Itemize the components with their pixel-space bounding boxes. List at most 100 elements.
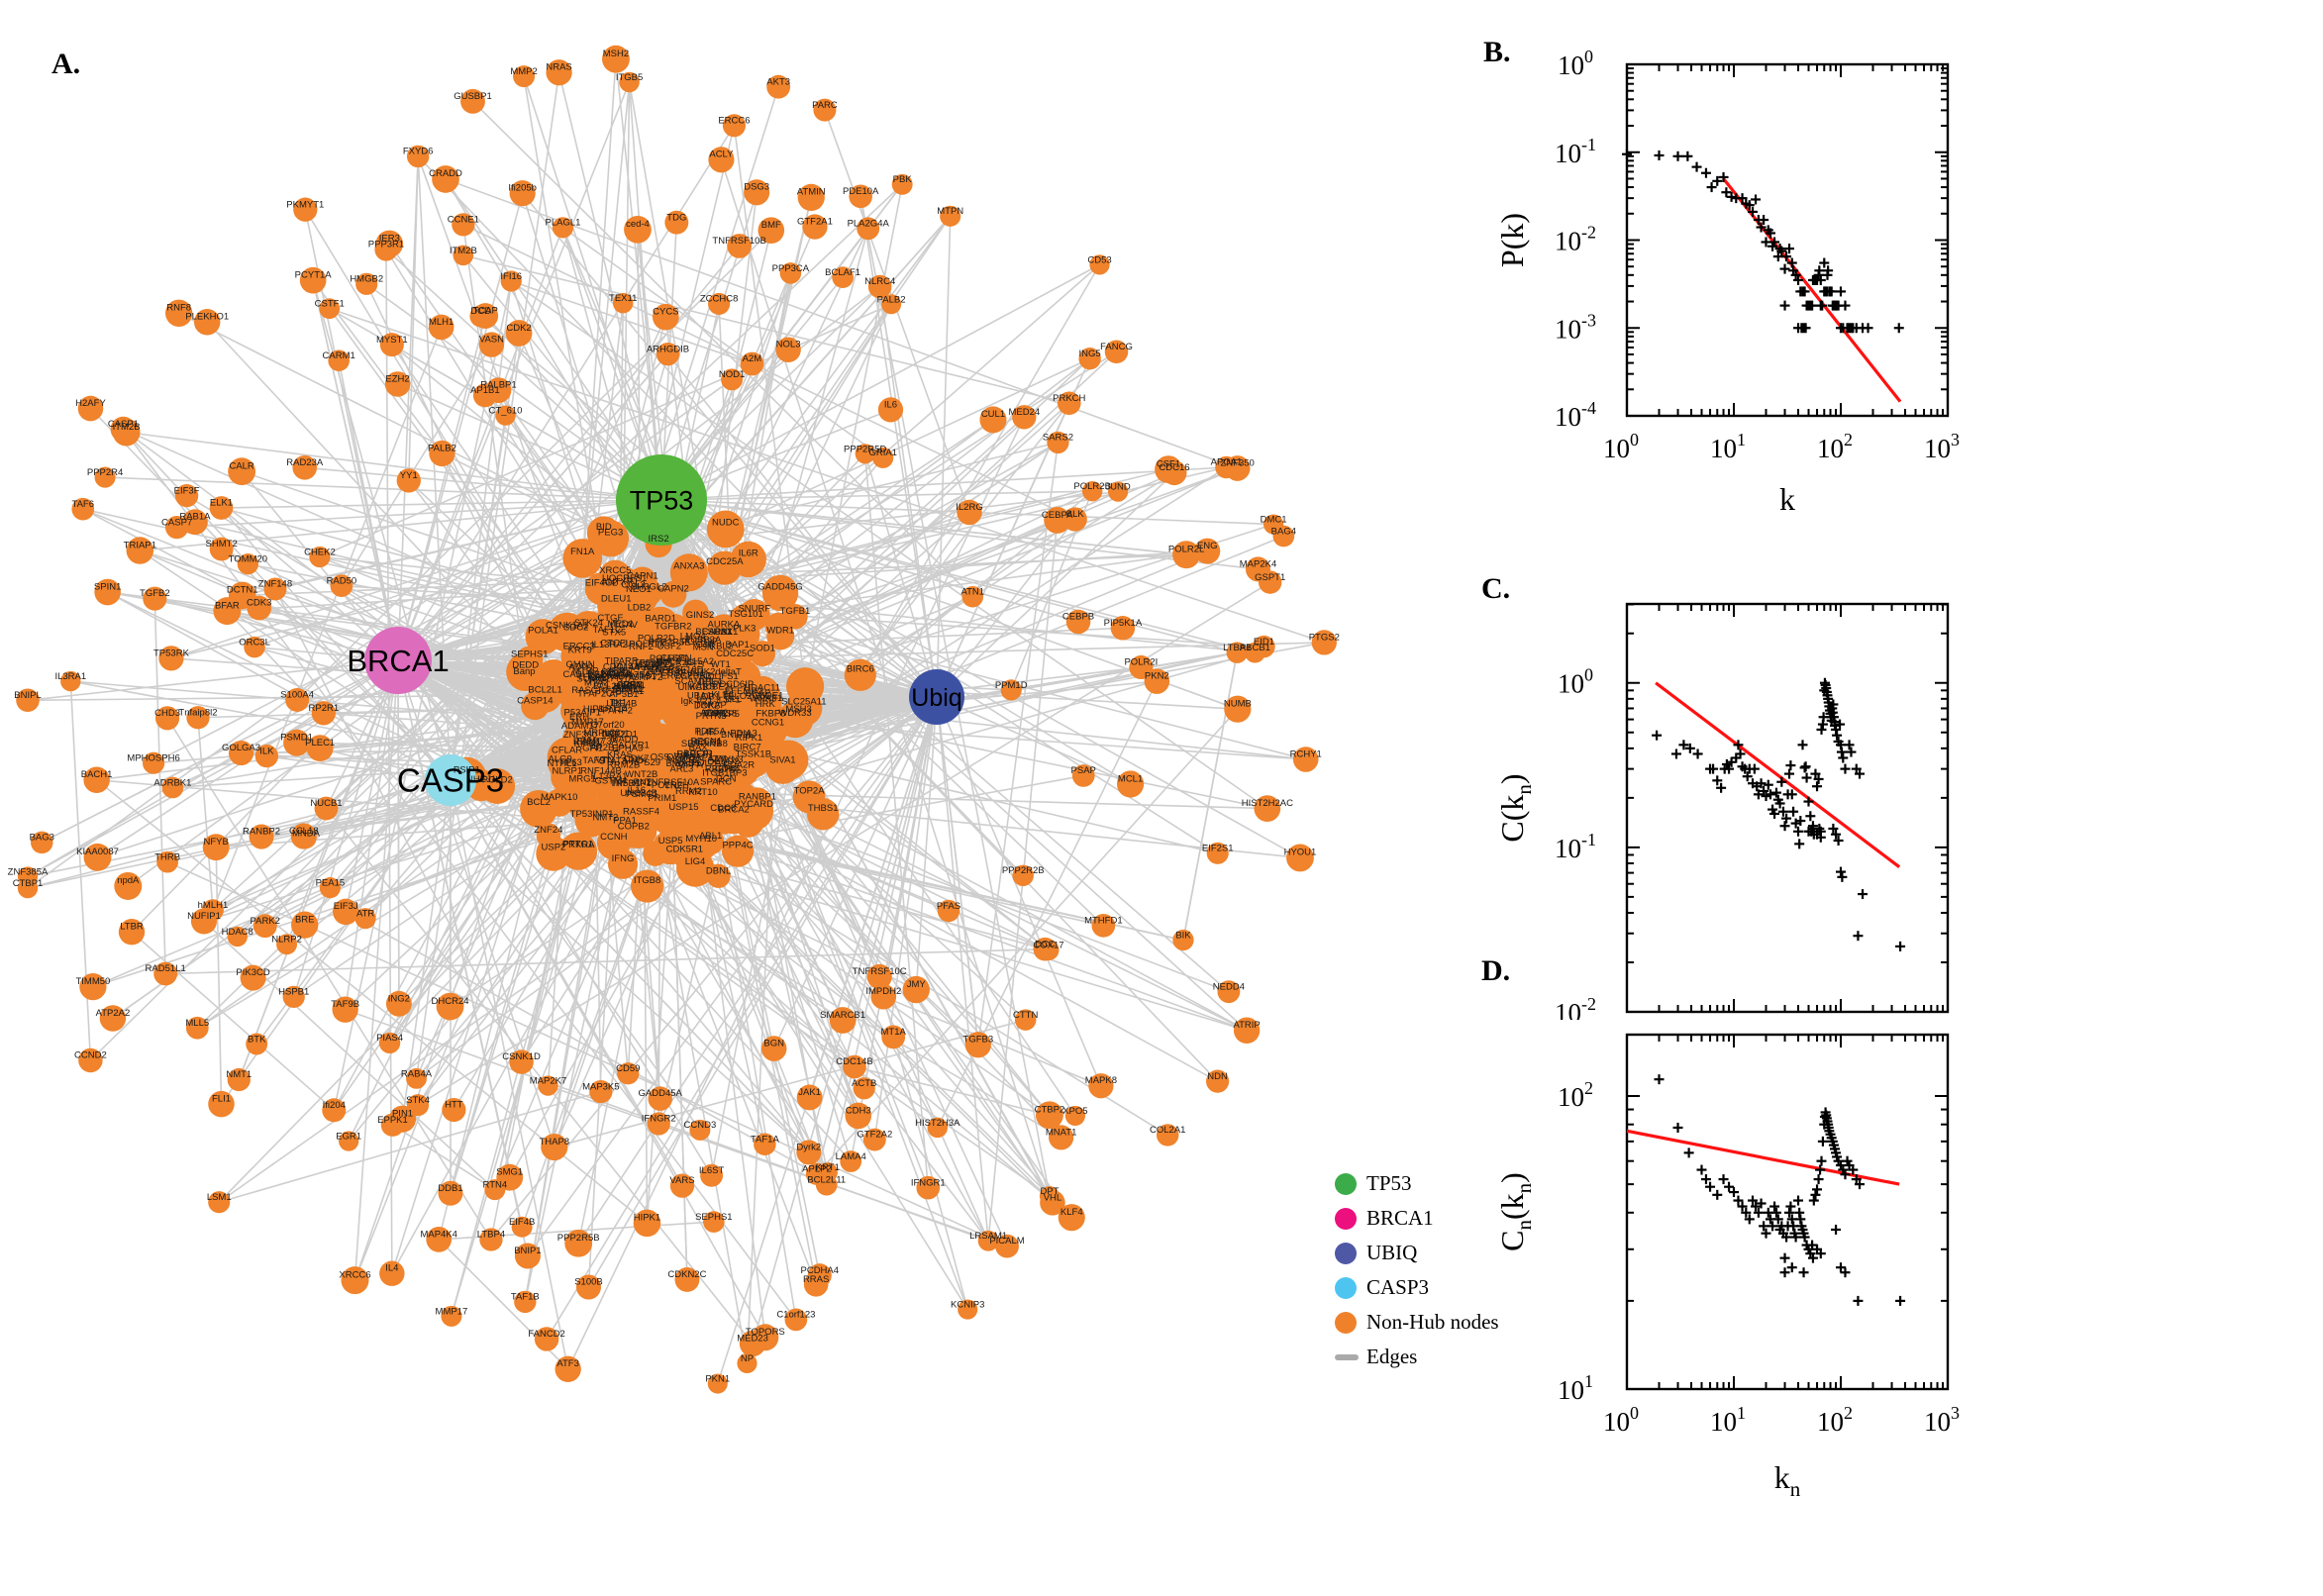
node-label: hMLH1: [198, 900, 229, 911]
non-hub-node: [164, 515, 189, 540]
network-edge: [221, 499, 662, 509]
node-label: PEG3: [598, 527, 623, 538]
non-hub-node: [630, 869, 664, 903]
node-label: PALB2: [877, 294, 906, 305]
node-label: ACLY: [709, 150, 734, 160]
node-label: FXYD6: [403, 147, 434, 157]
non-hub-node: [341, 1266, 369, 1295]
non-hub-node: [77, 395, 104, 422]
node-label: DFFA: [679, 760, 704, 771]
non-hub-node: [1107, 481, 1129, 502]
node-label: DSG3: [744, 182, 769, 193]
non-hub-node: [845, 1102, 872, 1130]
tick-label: 10-2: [1555, 223, 1596, 256]
non-hub-node: [1254, 795, 1281, 822]
network-edge: [748, 822, 859, 1117]
non-hub-node: [1172, 541, 1201, 569]
node-label: VARS: [669, 1175, 694, 1186]
node-label: SDC2: [563, 622, 588, 633]
node-label: CAPN2: [657, 584, 689, 595]
network-edge: [397, 659, 400, 1004]
node-label: DLEU1: [601, 593, 632, 604]
network-edge: [816, 696, 938, 1175]
non-hub-node: [689, 1119, 711, 1141]
non-hub-node: [602, 45, 630, 73]
non-hub-node: [648, 1086, 672, 1111]
node-label: S100B: [574, 1276, 603, 1287]
node-label: ING5: [1079, 349, 1101, 359]
node-label: CD53: [1087, 254, 1111, 265]
non-hub-node: [246, 1033, 268, 1055]
network-edge: [126, 431, 662, 501]
non-hub-node: [379, 333, 404, 357]
non-hub-node: [79, 973, 107, 1001]
non-hub-node: [143, 751, 165, 774]
non-hub-node: [309, 546, 331, 568]
tick-label: 102: [1817, 430, 1853, 463]
node-label: CSDE1: [753, 691, 784, 702]
node-label: TNFRSF10D: [650, 665, 704, 676]
node-label: CALR: [229, 460, 253, 471]
node-label: CDK2: [506, 323, 531, 334]
non-hub-node: [857, 217, 880, 241]
node-label: Banp: [513, 666, 535, 677]
node-label: FANCA: [600, 669, 632, 680]
node-label: ZNF360: [563, 730, 597, 741]
tick-label: 10-1: [1555, 135, 1596, 168]
node-label: BCL2L11: [807, 1175, 846, 1186]
node-label: TCAP: [473, 305, 498, 316]
node-label: PPP2R5E: [649, 638, 691, 648]
node-label: CYCS: [653, 307, 678, 318]
node-label: TNFRSF10B: [712, 236, 765, 247]
network-edge: [579, 303, 624, 670]
non-hub-node: [1012, 864, 1034, 887]
node-label: MYST1: [376, 335, 408, 346]
tick-label: 10-4: [1555, 398, 1596, 432]
non-hub-node: [1311, 630, 1337, 655]
node-label: KIF5B: [574, 739, 600, 749]
non-hub-node: [855, 444, 875, 464]
legend-item-ubiq: UBIQ: [1335, 1236, 1499, 1270]
node-label: HMGB2: [350, 274, 383, 285]
non-hub-node: [333, 898, 359, 926]
hub-node-brca1: [364, 627, 432, 694]
node-label: STK4: [406, 1095, 430, 1106]
node-label: BRE: [295, 914, 315, 925]
non-hub-node: [1014, 1009, 1037, 1031]
network-edge: [450, 632, 568, 781]
node-label: ITGB8: [634, 875, 660, 886]
non-hub-node: [293, 197, 318, 222]
non-hub-node: [624, 215, 652, 244]
node-label: ZNF385A: [8, 866, 49, 877]
node-label: SRP72: [633, 672, 662, 683]
node-label: CSNK1D: [502, 1051, 541, 1062]
non-hub-node: [520, 789, 557, 828]
node-label: UBE4B: [606, 699, 637, 710]
network-edge: [660, 285, 881, 501]
node-label: RASGRF1: [571, 685, 616, 696]
node-label: MOAP1: [680, 752, 713, 763]
network-edge: [401, 779, 452, 1120]
node-label: NTHL1: [547, 758, 576, 769]
non-hub-node: [276, 934, 298, 955]
node-label: APOA1: [1211, 457, 1243, 468]
node-label: TP53BP1: [634, 657, 674, 668]
node-label: HRK: [756, 699, 776, 710]
non-hub-node: [118, 919, 146, 946]
node-label: DCTN1: [227, 585, 258, 596]
node-label: FAM175A: [609, 669, 651, 680]
node-label: EGR1: [336, 1132, 361, 1143]
non-hub-node: [862, 1128, 886, 1151]
network-edge: [170, 499, 662, 659]
non-hub-node: [796, 1140, 822, 1165]
non-hub-node: [354, 908, 376, 930]
non-hub-node: [158, 646, 184, 671]
node-label: C1orf123: [776, 1310, 815, 1321]
node-label: SPARC: [700, 777, 732, 788]
network-edge: [615, 58, 662, 501]
hub-node-ubiq: [909, 669, 964, 725]
non-hub-node: [479, 1228, 503, 1251]
node-label: CEBPB: [1062, 612, 1094, 623]
non-hub-node: [647, 1112, 670, 1136]
non-hub-node: [660, 766, 698, 804]
